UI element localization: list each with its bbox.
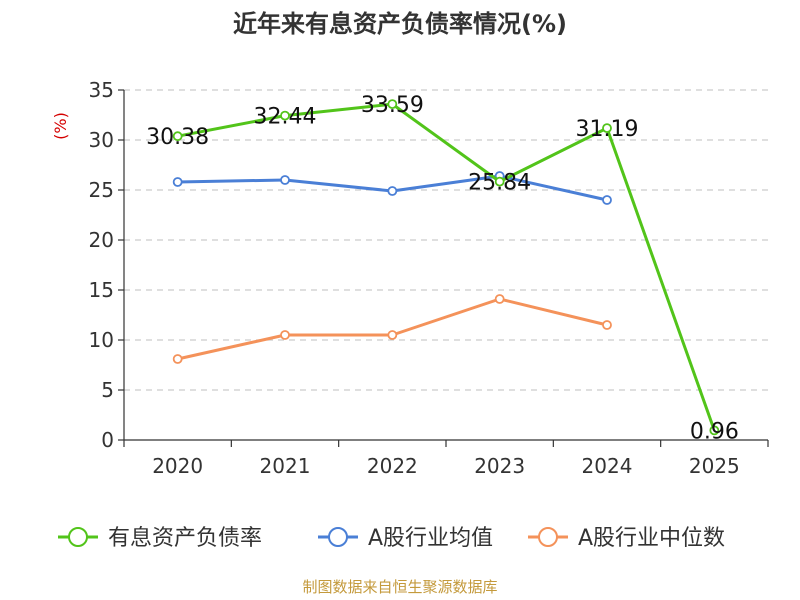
data-labels: 30.38 32.44 33.59 25.84 31.19 0.96 bbox=[146, 93, 739, 444]
series-point-0 bbox=[280, 110, 290, 121]
series-point-2 bbox=[172, 354, 183, 364]
y-tick-label: 0 bbox=[101, 428, 114, 452]
series-point-2 bbox=[602, 320, 612, 330]
legend: 有息资产负债率 A股行业均值 A股行业中位数 bbox=[58, 526, 725, 551]
series-point-2 bbox=[387, 330, 398, 340]
legend-item: 有息资产负债率 bbox=[58, 526, 262, 551]
data-label: 31.19 bbox=[576, 117, 639, 142]
x-tick-label: 2024 bbox=[582, 454, 633, 478]
data-label: 0.96 bbox=[690, 419, 739, 444]
legend-item: A股行业均值 bbox=[318, 526, 493, 551]
series-layer bbox=[172, 99, 720, 436]
series-point-1 bbox=[172, 177, 183, 187]
x-tick-label: 2022 bbox=[367, 454, 418, 478]
series-line-0 bbox=[177, 102, 716, 431]
y-tick-label: 25 bbox=[89, 178, 114, 202]
data-label: 25.84 bbox=[468, 171, 531, 196]
x-tick-label: 2020 bbox=[152, 454, 203, 478]
series-point-0 bbox=[172, 131, 183, 142]
series-point-0 bbox=[709, 425, 720, 436]
data-label: 30.38 bbox=[146, 125, 209, 150]
legend-label: 有息资产负债率 bbox=[108, 526, 262, 551]
series-line-2 bbox=[177, 297, 608, 361]
series-point-2 bbox=[494, 294, 505, 304]
series-point-2 bbox=[280, 330, 290, 340]
series-point-1 bbox=[280, 175, 290, 185]
series-point-0 bbox=[602, 123, 612, 134]
y-tick-label: 30 bbox=[89, 128, 114, 152]
x-tick-label: 2021 bbox=[260, 454, 311, 478]
legend-marker bbox=[68, 527, 88, 547]
series-point-1 bbox=[602, 195, 612, 205]
legend-label: A股行业均值 bbox=[368, 526, 493, 551]
legend-label: A股行业中位数 bbox=[578, 526, 725, 551]
data-label: 32.44 bbox=[254, 105, 317, 130]
series-point-1 bbox=[387, 186, 398, 196]
series-point-0 bbox=[494, 176, 505, 187]
source-footer: 制图数据来自恒生聚源数据库 bbox=[302, 578, 497, 596]
x-tick-label: 2025 bbox=[689, 454, 740, 478]
y-tick-label: 20 bbox=[89, 228, 114, 252]
y-tick-label: 10 bbox=[89, 328, 114, 352]
legend-marker bbox=[538, 527, 558, 547]
y-tick-label: 15 bbox=[89, 278, 114, 302]
data-label: 33.59 bbox=[361, 93, 424, 118]
legend-item: A股行业中位数 bbox=[528, 526, 725, 551]
y-tick-label: 5 bbox=[101, 378, 114, 402]
series-point-0 bbox=[387, 99, 398, 109]
grid-lines bbox=[124, 89, 768, 391]
x-tick-label: 2023 bbox=[474, 454, 525, 478]
chart-title: 近年来有息资产负债率情况(%) bbox=[233, 10, 567, 38]
y-axis-label: (%) bbox=[51, 112, 70, 140]
y-tick-label: 35 bbox=[89, 78, 114, 102]
legend-marker bbox=[328, 527, 348, 547]
